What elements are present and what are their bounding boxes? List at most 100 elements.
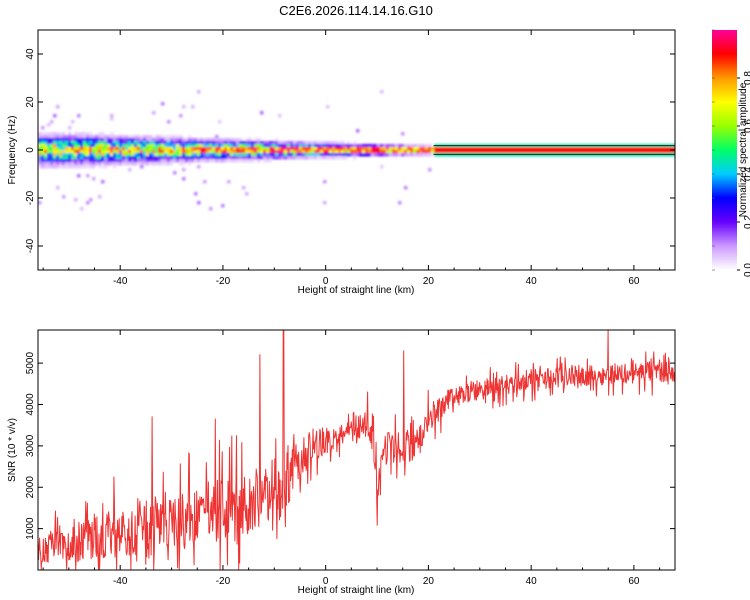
heatmap-cell	[320, 153, 324, 157]
heatmap-cell	[164, 150, 168, 154]
heatmap-cell	[269, 153, 273, 157]
heatmap-cell	[644, 153, 648, 157]
heatmap-cell	[425, 147, 429, 151]
heatmap-cell	[326, 150, 330, 154]
heatmap-cell	[224, 150, 228, 154]
heatmap-cell	[74, 138, 78, 142]
heatmap-cell	[506, 147, 510, 151]
heatmap-cell	[50, 144, 54, 148]
heatmap-cell	[212, 156, 216, 160]
heatmap-cell	[182, 153, 186, 157]
heatmap-cell	[86, 138, 90, 142]
heatmap-cell	[353, 147, 357, 151]
heatmap-cell	[83, 138, 87, 142]
heatmap-cell	[383, 147, 387, 151]
heatmap-cell	[305, 144, 309, 148]
heatmap-cell	[431, 150, 435, 154]
heatmap-cell	[290, 150, 294, 154]
heatmap-cell	[80, 144, 84, 148]
heatmap-cell	[446, 150, 450, 154]
heatmap-cell	[617, 150, 621, 154]
heatmap-cell	[362, 150, 366, 154]
heatmap-cell	[56, 138, 60, 142]
heatmap-cell	[71, 159, 75, 163]
heatmap-cell	[458, 150, 462, 154]
heatmap-cell	[194, 141, 198, 145]
heatmap-cell	[629, 153, 633, 157]
heatmap-cell	[641, 150, 645, 154]
heatmap-cell	[266, 141, 270, 145]
heatmap-cell	[428, 144, 432, 148]
heatmap-cell	[260, 141, 264, 145]
heatmap-cell	[230, 159, 234, 163]
heatmap-cell	[158, 144, 162, 148]
heatmap-cell	[71, 138, 75, 142]
heatmap-cell	[41, 159, 45, 163]
snr-ytick-label: 3000	[25, 434, 36, 457]
heatmap-cell	[245, 141, 249, 145]
heatmap-cell	[56, 186, 60, 190]
heatmap-cell	[503, 150, 507, 154]
heatmap-cell	[197, 147, 201, 151]
heatmap-cell	[581, 150, 585, 154]
heatmap-cell	[275, 147, 279, 151]
heatmap-cell	[218, 138, 222, 142]
heatmap-cell	[212, 138, 216, 142]
heatmap-cell	[53, 159, 57, 163]
heatmap-cell	[233, 153, 237, 157]
heatmap-cell	[140, 153, 144, 157]
heatmap-cell	[476, 147, 480, 151]
heatmap-cell	[665, 150, 669, 154]
heatmap-cell	[407, 150, 411, 154]
heatmap-cell	[533, 147, 537, 151]
heatmap-cell	[209, 207, 213, 211]
heatmap-cell	[461, 150, 465, 154]
heatmap-cell	[158, 153, 162, 157]
colorbar-label: Normalized spectral amplitude	[738, 82, 749, 217]
heatmap-cell	[659, 147, 663, 151]
heatmap-cell	[224, 144, 228, 148]
heatmap-cell	[278, 141, 282, 145]
heatmap-cell	[281, 147, 285, 151]
heatmap-cell	[503, 147, 507, 151]
heatmap-cell	[89, 165, 93, 169]
heatmap-cell	[119, 159, 123, 163]
heatmap-cell	[572, 153, 576, 157]
heatmap-cell	[221, 147, 225, 151]
heatmap-cell	[257, 156, 261, 160]
heatmap-cell	[92, 147, 96, 151]
heatmap-cell	[101, 144, 105, 148]
heatmap-cell	[65, 150, 69, 154]
heatmap-cell	[53, 153, 57, 157]
heatmap-cell	[68, 126, 72, 130]
heatmap-cell	[200, 153, 204, 157]
heatmap-cell	[263, 156, 267, 160]
heatmap-cell	[218, 141, 222, 145]
heatmap-cell	[143, 159, 147, 163]
heatmap-cell	[266, 144, 270, 148]
heatmap-cell	[260, 147, 264, 151]
heatmap-cell	[302, 156, 306, 160]
heatmap-cell	[131, 141, 135, 145]
heatmap-cell	[104, 150, 108, 154]
heatmap-cell	[47, 150, 51, 154]
heatmap-cell	[107, 150, 111, 154]
heatmap-cell	[173, 150, 177, 154]
heatmap-cell	[134, 150, 138, 154]
heatmap-cell	[116, 144, 120, 148]
heatmap-cell	[98, 153, 102, 157]
heatmap-cell	[137, 138, 141, 142]
heatmap-cell	[671, 153, 675, 157]
heatmap-cell	[632, 153, 636, 157]
heatmap-cell	[59, 162, 63, 166]
heatmap-cell	[62, 162, 66, 166]
heatmap-cell	[143, 141, 147, 145]
heatmap-cell	[113, 162, 117, 166]
heatmap-cell	[257, 144, 261, 148]
heatmap-cell	[218, 147, 222, 151]
heatmap-cell	[65, 159, 69, 163]
heatmap-cell	[164, 156, 168, 160]
heatmap-cell	[200, 141, 204, 145]
heatmap-cell	[125, 156, 129, 160]
spectrogram-x-label: Height of straight line (km)	[298, 285, 415, 296]
